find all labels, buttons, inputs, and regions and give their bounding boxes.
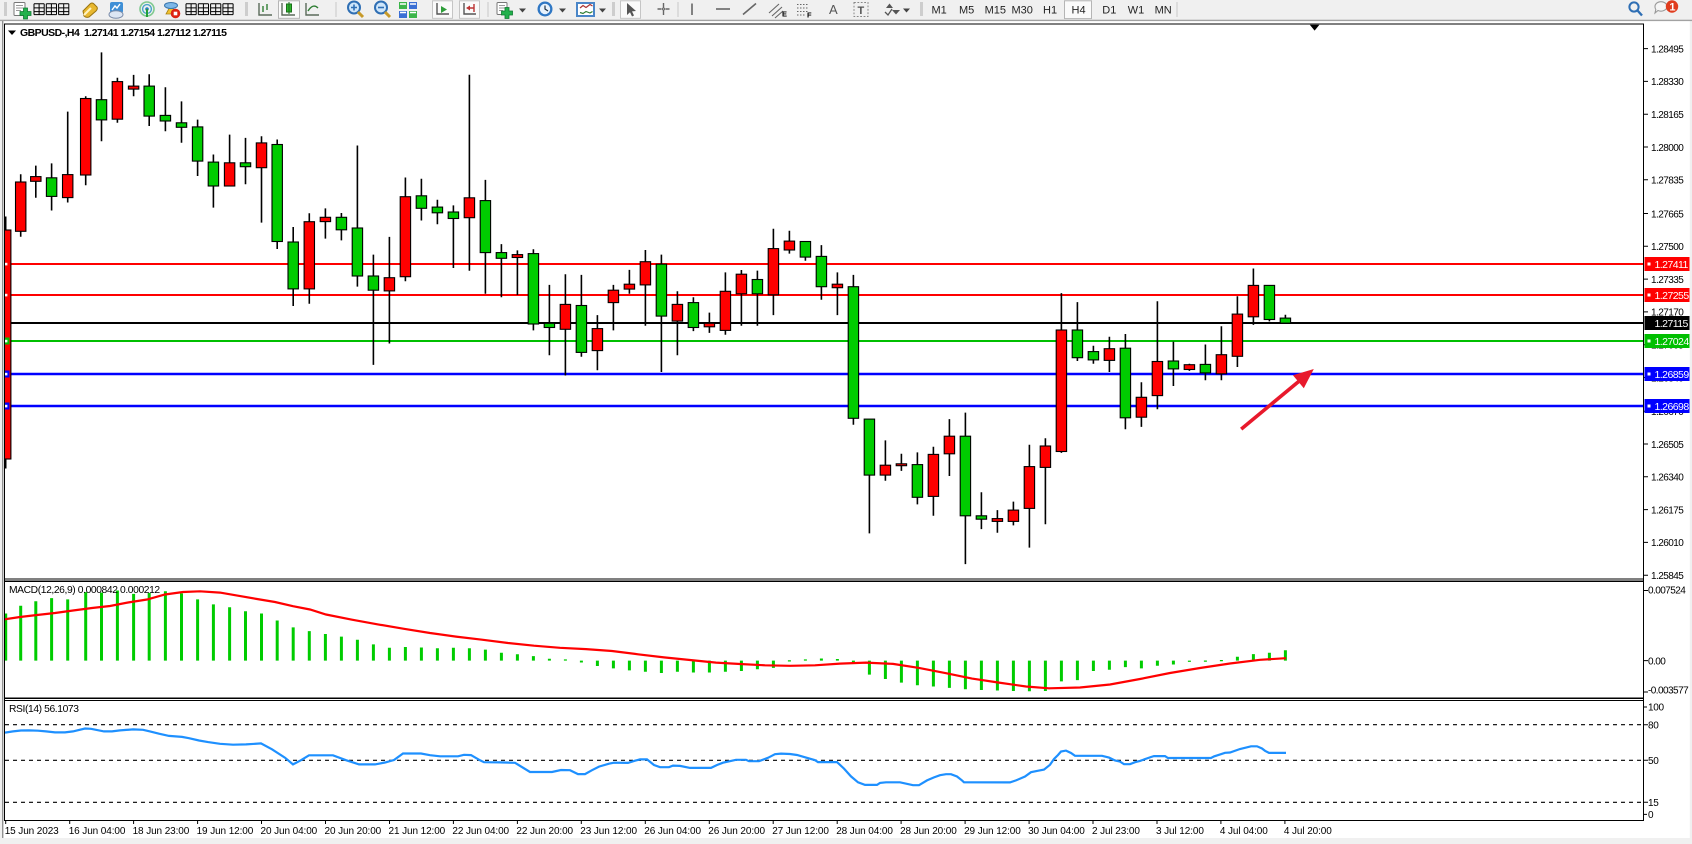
svg-text:27 Jun 12:00: 27 Jun 12:00	[772, 826, 829, 837]
svg-text:18 Jun 23:00: 18 Jun 23:00	[133, 826, 190, 837]
svg-text:RSI(14) 56.1073: RSI(14) 56.1073	[9, 704, 79, 715]
svg-text:M1: M1	[932, 5, 947, 17]
svg-text:23 Jun 12:00: 23 Jun 12:00	[580, 826, 637, 837]
svg-text:1.27255: 1.27255	[1655, 290, 1690, 302]
svg-text:T: T	[858, 5, 865, 17]
svg-text:29 Jun 12:00: 29 Jun 12:00	[964, 826, 1021, 837]
svg-text:21 Jun 12:00: 21 Jun 12:00	[389, 826, 446, 837]
svg-text:1.27835: 1.27835	[1651, 176, 1684, 187]
svg-text:4 Jul 20:00: 4 Jul 20:00	[1284, 826, 1332, 837]
svg-text:1.27170: 1.27170	[1651, 308, 1684, 319]
svg-text:1.26340: 1.26340	[1651, 473, 1684, 484]
svg-text:1.27411: 1.27411	[1655, 259, 1689, 271]
svg-text:19 Jun 12:00: 19 Jun 12:00	[197, 826, 254, 837]
svg-text:1.27665: 1.27665	[1651, 209, 1684, 220]
svg-text:1.28495: 1.28495	[1651, 44, 1684, 55]
svg-text:28 Jun 04:00: 28 Jun 04:00	[836, 826, 893, 837]
svg-text:26 Jun 20:00: 26 Jun 20:00	[708, 826, 765, 837]
svg-text:22 Jun 20:00: 22 Jun 20:00	[516, 826, 573, 837]
svg-text:1.28000: 1.28000	[1651, 143, 1684, 154]
svg-text:MN: MN	[1155, 5, 1172, 17]
svg-text:4 Jul 04:00: 4 Jul 04:00	[1220, 826, 1268, 837]
svg-text:15: 15	[1648, 798, 1659, 809]
svg-text:E: E	[782, 10, 787, 19]
svg-text:1.27024: 1.27024	[1655, 336, 1690, 348]
svg-text:0: 0	[1648, 810, 1654, 821]
svg-text:20 Jun 04:00: 20 Jun 04:00	[261, 826, 318, 837]
svg-text:M5: M5	[959, 5, 974, 17]
svg-text:26 Jun 04:00: 26 Jun 04:00	[644, 826, 701, 837]
svg-text:80: 80	[1648, 721, 1659, 732]
svg-text:1.27500: 1.27500	[1651, 242, 1684, 253]
svg-text:-0.003577: -0.003577	[1648, 686, 1689, 697]
svg-text:30 Jun 04:00: 30 Jun 04:00	[1028, 826, 1085, 837]
svg-text:50: 50	[1648, 756, 1659, 767]
svg-text:16 Jun 04:00: 16 Jun 04:00	[69, 826, 126, 837]
svg-text:1.25845: 1.25845	[1651, 571, 1684, 582]
svg-text:1.26505: 1.26505	[1651, 440, 1684, 451]
svg-text:F: F	[807, 11, 812, 20]
svg-text:D1: D1	[1102, 5, 1116, 17]
svg-text:3 Jul 12:00: 3 Jul 12:00	[1156, 826, 1204, 837]
svg-text:2 Jul 23:00: 2 Jul 23:00	[1092, 826, 1140, 837]
svg-text:1.28330: 1.28330	[1651, 77, 1684, 88]
svg-text:GBPUSD-,H4 1.27141 1.27154 1.: GBPUSD-,H4 1.27141 1.27154 1.27112 1.271…	[20, 27, 227, 39]
svg-text:1.28165: 1.28165	[1651, 110, 1684, 121]
svg-text:W1: W1	[1128, 5, 1145, 17]
svg-text:1: 1	[1669, 2, 1675, 14]
svg-text:100: 100	[1648, 703, 1665, 714]
svg-text:H1: H1	[1043, 5, 1057, 17]
svg-text:1.27115: 1.27115	[1655, 318, 1689, 330]
svg-text:H4: H4	[1072, 5, 1086, 17]
svg-text:1.26175: 1.26175	[1651, 505, 1684, 516]
svg-text:15 Jun 2023: 15 Jun 2023	[5, 826, 59, 837]
svg-text:0.00: 0.00	[1648, 656, 1666, 667]
svg-text:28 Jun 20:00: 28 Jun 20:00	[900, 826, 957, 837]
svg-text:M15: M15	[985, 5, 1006, 17]
svg-text:1.26859: 1.26859	[1655, 369, 1690, 381]
svg-text:A: A	[829, 2, 838, 17]
svg-text:1.26010: 1.26010	[1651, 538, 1684, 549]
svg-text:1.27335: 1.27335	[1651, 275, 1684, 286]
svg-text:MACD(12,26,9) 0.000842 0.00021: MACD(12,26,9) 0.000842 0.000212	[9, 585, 160, 596]
svg-text:1.26698: 1.26698	[1655, 401, 1690, 413]
svg-text:M30: M30	[1012, 5, 1033, 17]
svg-text:0.007524: 0.007524	[1648, 586, 1686, 597]
svg-text:20 Jun 20:00: 20 Jun 20:00	[325, 826, 382, 837]
svg-text:22 Jun 04:00: 22 Jun 04:00	[452, 826, 509, 837]
